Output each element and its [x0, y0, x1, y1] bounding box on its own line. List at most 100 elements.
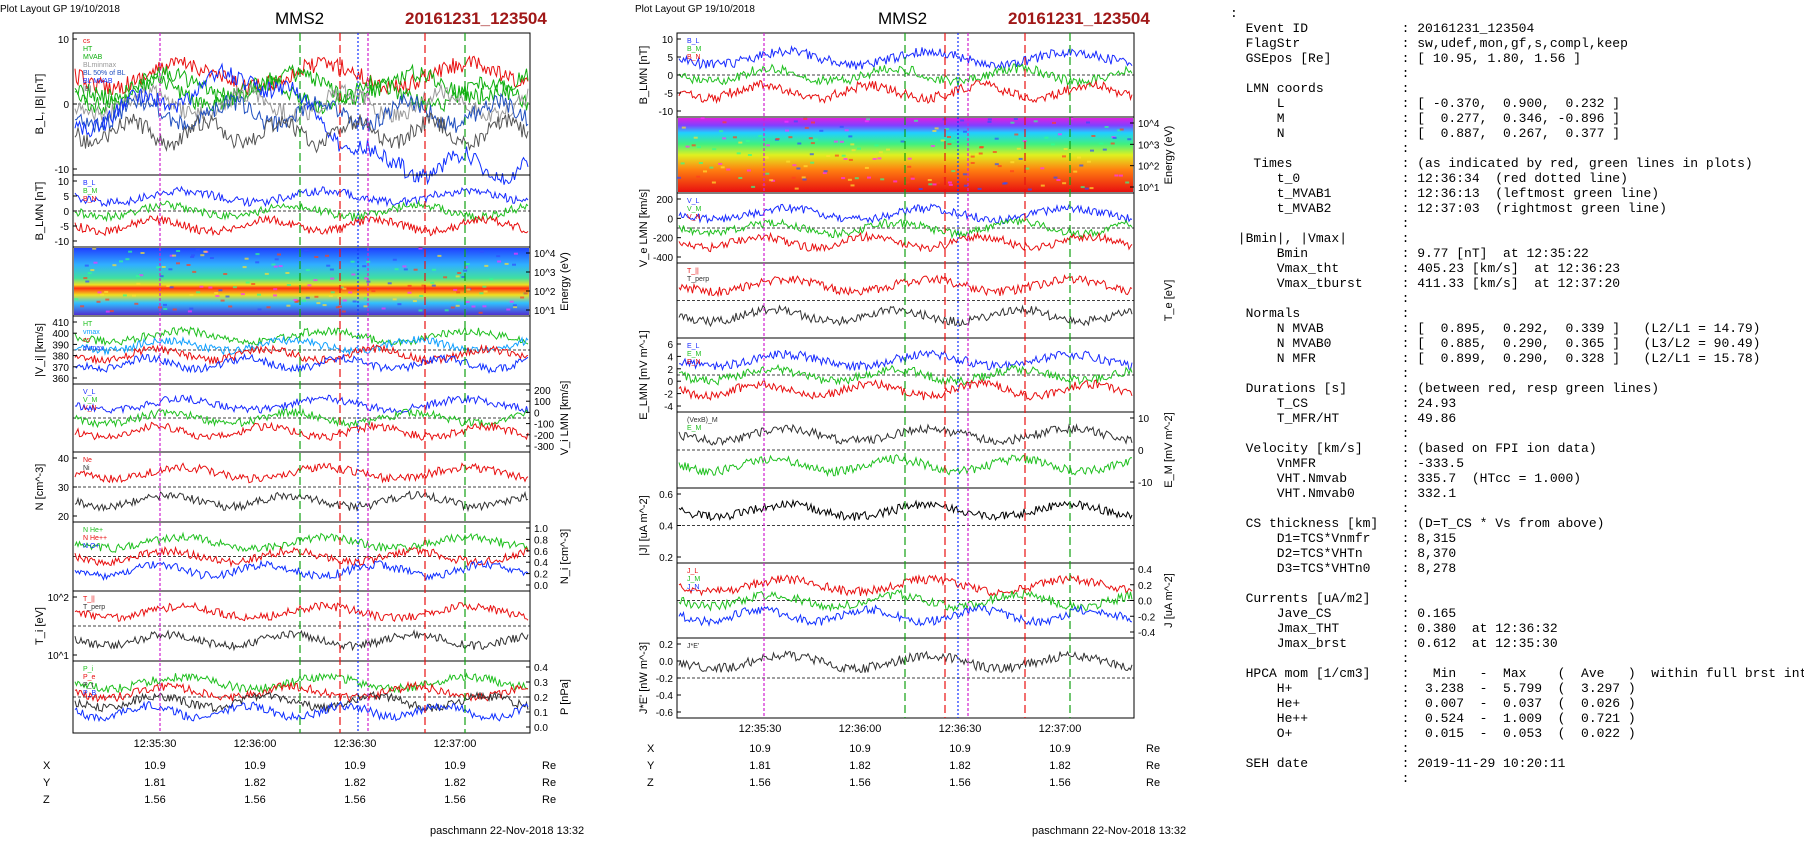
spectrogram-pixel: [823, 170, 828, 173]
spectrogram-pixel: [951, 170, 956, 173]
spectrogram-pixel: [987, 118, 992, 121]
spectrogram-pixel: [209, 257, 214, 259]
tick-label: -300: [534, 442, 554, 453]
spectrogram-pixel: [1013, 118, 1018, 120]
spectrogram-pixel: [437, 254, 442, 257]
spectrogram-pixel: [766, 144, 770, 147]
spectrogram-pixel: [402, 265, 407, 268]
spectrogram-pixel: [109, 310, 114, 313]
info-line: :: [1230, 741, 1410, 756]
spectrogram-pixel: [286, 304, 291, 307]
tick-label: 10^4: [534, 249, 556, 260]
spectrogram-pixel: [703, 170, 707, 173]
spectrogram-pixel: [940, 139, 945, 142]
spectrogram-pixel: [92, 247, 97, 250]
info-line: N MVAB : [ 0.895, 0.292, 0.339 ] (L2/L1 …: [1230, 321, 1761, 336]
spectrogram-pixel: [1040, 167, 1045, 170]
spectrogram-pixel: [1018, 157, 1023, 160]
spectrogram-pixel: [874, 144, 879, 147]
spectrogram-pixel: [785, 129, 789, 132]
info-line: Currents [uA/m2] :: [1230, 591, 1410, 606]
spectrogram-pixel: [294, 300, 299, 303]
spectrogram-pixel: [970, 162, 975, 164]
tick-label: 0: [63, 100, 69, 111]
y-axis-label: B_L, |B| [nT]: [34, 74, 46, 135]
spectrogram-pixel: [203, 250, 208, 253]
position-row-label: Y: [43, 777, 51, 789]
spectrogram-pixel: [172, 308, 177, 311]
spectrogram-pixel: [220, 299, 225, 302]
spectrogram-pixel: [803, 165, 808, 168]
series-line-4-0: [74, 394, 529, 415]
spectrogram-pixel: [330, 291, 335, 294]
spectrogram-pixel: [878, 151, 883, 154]
legend-entry: V_M: [83, 397, 98, 404]
spectrogram-pixel: [1010, 170, 1014, 173]
spectrogram-pixel: [927, 179, 932, 181]
spectrogram-pixel: [1014, 133, 1019, 136]
series-line-0-2: [678, 79, 1133, 105]
spectrogram-pixel: [1091, 135, 1096, 137]
spectrogram-pixel: [951, 139, 956, 142]
spectrogram-pixel: [466, 288, 471, 291]
y-axis-label: J*E' [nW m^-3]: [638, 642, 650, 714]
spectrogram-pixel: [341, 310, 346, 313]
spectrogram-pixel: [681, 126, 686, 129]
spectrogram-pixel: [394, 268, 399, 271]
spectrogram-pixel: [512, 263, 516, 266]
position-unit: Re: [542, 760, 556, 772]
event-title: 20161231_123504: [1008, 9, 1150, 28]
legend-entry: P_i: [83, 666, 94, 673]
spectrogram-pixel: [1125, 181, 1130, 184]
tick-label: 0.2: [534, 693, 548, 704]
spectrogram-pixel: [758, 135, 763, 138]
tick-label: 10^1: [1138, 183, 1160, 194]
spectrogram-pixel: [850, 143, 855, 146]
spectrogram-pixel: [1063, 148, 1068, 151]
position-value: 10.9: [1049, 743, 1070, 755]
series-line-0-4: [74, 92, 529, 133]
y-axis-label-right: J [uA m^-2]: [1163, 573, 1175, 628]
spectrogram-pixel: [886, 148, 890, 151]
series-line-4-1: [74, 407, 529, 429]
spectrogram-pixel: [169, 286, 174, 289]
series-line-7-1: [74, 629, 529, 652]
tick-label: 1.0: [534, 524, 548, 535]
spectrogram-pixel: [232, 286, 237, 289]
spectrogram-pixel: [156, 266, 161, 269]
spectrogram-pixel: [1104, 126, 1109, 128]
spectrogram-pixel: [1102, 148, 1107, 151]
spectrogram-pixel: [928, 183, 933, 186]
tick-label: -10: [55, 237, 70, 248]
spectrogram-pixel: [696, 146, 701, 149]
tick-label: 0: [1138, 446, 1144, 457]
y-axis-label: E_LMN [mV m^-1]: [638, 330, 650, 420]
info-line: Jmax_THT : 0.380 at 12:36:32: [1230, 621, 1558, 636]
y-axis-label: |V_i| [km/s]: [34, 323, 46, 377]
time-tick-label: 12:36:00: [234, 738, 277, 750]
legend-entry: P_B: [83, 690, 97, 697]
spectrogram-pixel: [736, 152, 741, 155]
y-axis-label: B_LMN [nT]: [34, 182, 46, 241]
info-line: :: [1230, 291, 1410, 306]
spectrogram-pixel: [169, 254, 174, 257]
spectrogram-pixel: [497, 260, 502, 263]
legend-entry: B_L: [83, 180, 96, 187]
tick-label: -100: [534, 420, 554, 431]
info-line: Event ID : 20161231_123504: [1230, 21, 1535, 36]
spectrogram-pixel: [450, 306, 455, 309]
legend-entry: vmax: [83, 329, 100, 336]
tick-label: 0.2: [659, 553, 673, 564]
spectrogram-pixel: [255, 253, 260, 256]
tick-label: 10: [58, 177, 70, 188]
tick-label: 0: [667, 377, 673, 388]
spectrogram-pixel: [1044, 136, 1049, 139]
series-line-4-2: [74, 421, 529, 441]
series-line-8-1: [74, 680, 529, 703]
tick-label: 10^1: [534, 306, 556, 317]
spectrogram-pixel: [932, 130, 937, 132]
left-plot: Plot Layout GP 19/10/2018 MMS2 20161231_12…: [0, 4, 584, 837]
spectrogram-pixel: [506, 308, 511, 311]
series-line-3-1: [74, 335, 529, 356]
spectrogram-pixel: [285, 272, 290, 274]
